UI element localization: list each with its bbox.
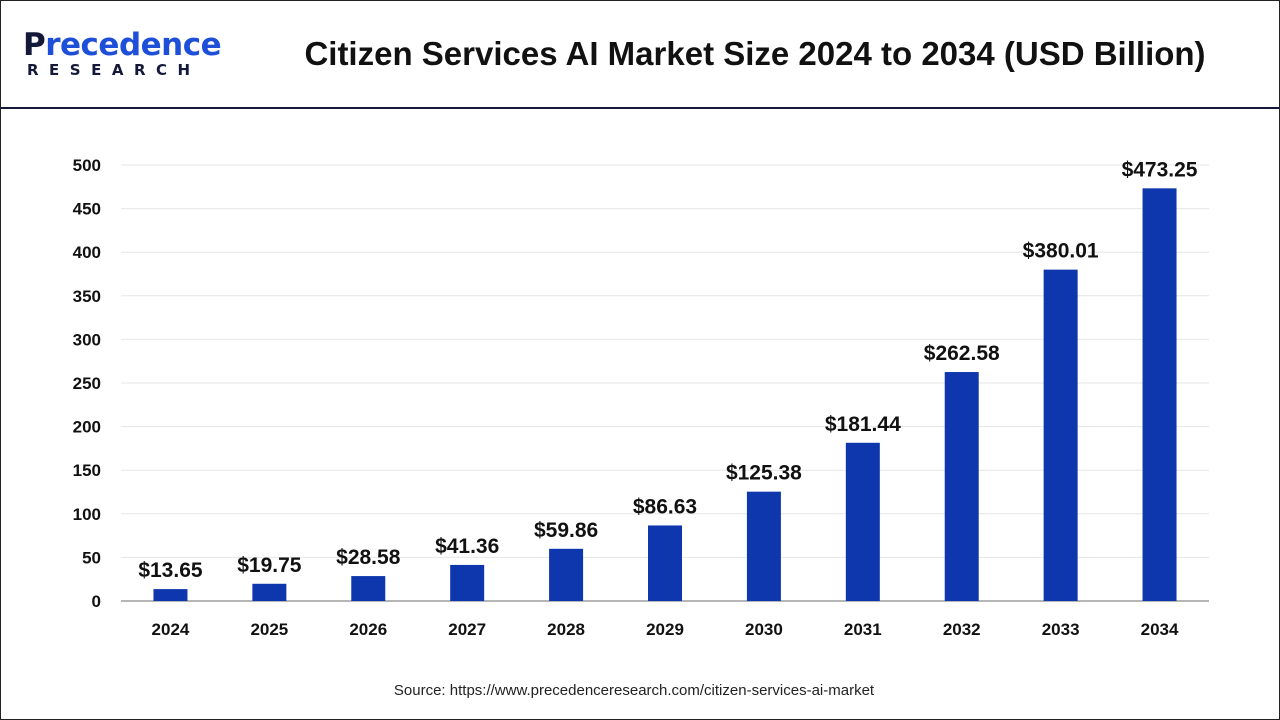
x-tick-label: 2034: [1141, 620, 1179, 639]
x-tick-label: 2029: [646, 620, 684, 639]
y-tick-label: 350: [73, 287, 101, 306]
data-label: $380.01: [1023, 240, 1099, 263]
data-label: $41.36: [435, 535, 499, 558]
bar: [1142, 188, 1177, 602]
data-label: $28.58: [336, 546, 401, 569]
y-tick-label: 100: [73, 505, 101, 524]
bar: [845, 442, 880, 601]
bar: [648, 525, 682, 601]
x-tick-label: 2025: [250, 620, 288, 639]
data-label: $181.44: [825, 413, 901, 436]
y-tick-label: 250: [73, 374, 101, 393]
data-label: $86.63: [633, 495, 697, 518]
data-label: $13.65: [138, 559, 203, 582]
bar: [450, 564, 485, 601]
data-label: $125.38: [726, 462, 802, 485]
x-tick-label: 2032: [943, 620, 981, 639]
data-label: $59.86: [534, 519, 598, 542]
y-tick-label: 500: [73, 156, 101, 175]
header: Precedence RESEARCH Citizen Services AI …: [1, 1, 1279, 109]
bar: [944, 372, 979, 601]
y-tick-label: 300: [73, 330, 101, 349]
precedence-research-logo: Precedence RESEARCH: [23, 27, 222, 79]
chart-title: Citizen Services AI Market Size 2024 to …: [304, 35, 1206, 72]
bar: [252, 583, 287, 601]
x-tick-label: 2033: [1042, 620, 1080, 639]
x-tick-label: 2026: [349, 620, 387, 639]
data-label: $262.58: [924, 342, 1000, 365]
y-tick-label: 50: [82, 548, 101, 567]
x-tick-label: 2030: [745, 620, 783, 639]
y-tick-label: 150: [73, 461, 101, 480]
x-tick-label: 2027: [448, 620, 486, 639]
bar: [746, 491, 781, 601]
x-tick-label: 2028: [547, 620, 585, 639]
x-tick-label: 2024: [152, 620, 190, 639]
y-tick-label: 200: [73, 418, 101, 437]
data-label: $19.75: [237, 554, 302, 577]
data-label: $473.25: [1122, 158, 1198, 181]
y-tick-label: 450: [73, 200, 101, 219]
y-tick-label: 400: [73, 243, 101, 262]
y-tick-label: 0: [92, 592, 101, 611]
source-text: Source: https://www.precedenceresearch.c…: [393, 682, 875, 699]
bar: [549, 548, 584, 601]
bar: [351, 576, 386, 601]
x-tick-label: 2031: [844, 620, 882, 639]
bar: [1043, 269, 1078, 601]
bar: [153, 589, 188, 601]
